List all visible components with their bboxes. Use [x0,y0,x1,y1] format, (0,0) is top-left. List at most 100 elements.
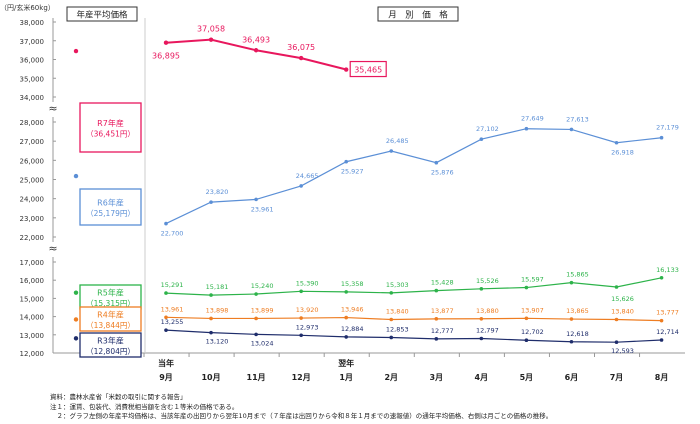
data-point [434,288,439,293]
chart-svg: ≈ ≈ （円/玄米60kg） 38,000 37,000 36,000 35,000 34,0… [0,3,685,382]
data-point [659,135,664,140]
data-point [209,200,213,204]
data-label: 15,240 [251,282,274,290]
data-point [524,126,529,131]
series-line [165,277,662,296]
y-tick-label: 35,000 [20,75,45,83]
right-header-box [377,6,459,22]
data-point [389,291,394,295]
unit-label: （円/玄米60kg） [0,3,55,12]
x-tick-label: 9月 [159,373,173,382]
data-point [164,315,168,320]
data-label: 12,702 [521,328,544,336]
data-point [479,137,484,142]
data-point [659,275,664,280]
data-point [344,290,349,294]
data-label: 12,853 [386,325,409,333]
data-label: 13,920 [296,306,319,314]
data-point [254,316,258,321]
note-source: 資料：農林水産省「米穀の取引に関する報告」 [50,393,187,401]
data-label: 23,820 [206,188,229,196]
data-point [209,293,213,297]
left-header-box [66,6,138,22]
data-point [164,328,168,332]
axis-break-icon: ≈ [48,242,57,255]
left-header: 年産平均価格 [76,10,128,21]
legend-name: R6年産 [97,198,124,208]
data-label: 36,075 [287,43,315,52]
data-label: 13,865 [566,307,589,315]
x-tick-label: 3月 [430,373,444,382]
data-point [253,48,259,53]
legend-name: R5年産 [97,288,124,298]
data-label: 24,665 [296,172,319,180]
data-point [344,67,349,72]
x-tick-label-year: 当年 [158,358,174,368]
x-tick-label: 11月 [247,373,266,382]
data-label: 13,907 [521,306,544,314]
data-point [208,37,214,42]
legend-average: （12,804円） [86,347,135,356]
data-label: 15,597 [521,276,544,284]
data-label: 12,884 [341,325,364,333]
legend-box [79,332,142,358]
data-label: 13,777 [656,309,679,317]
data-point [299,184,303,188]
data-label: 36,493 [242,35,270,44]
data-point [614,340,619,345]
x-tick-label: 2月 [384,373,398,382]
average-dot [73,290,79,295]
data-label: 13,024 [251,339,274,347]
data-label: 12,777 [431,327,454,335]
y-tick-label: 27,000 [20,138,45,146]
legend-name: R7年産 [97,118,124,128]
average-dot [73,336,79,341]
data-point [569,317,574,321]
notes: 資料：農林水産省「米穀の取引に関する報告」 注１：運賃、包装代、消費税相当額を含… [50,393,552,422]
data-point [479,316,484,321]
data-point [344,315,349,320]
data-label: 13,840 [611,308,634,316]
right-header: 月 別 価 格 [388,10,448,21]
legend-name: R4年産 [97,310,124,320]
data-point [298,55,304,61]
data-label: 27,102 [476,125,499,133]
legend-average: （36,451円） [86,130,135,139]
y-tick-label: 28,000 [20,119,45,127]
data-label: 13,898 [206,306,229,314]
data-label: 25,927 [341,168,364,176]
data-point [163,40,169,45]
data-point [344,159,349,164]
data-label: 13,946 [341,306,364,314]
data-point [479,287,484,291]
data-label: 12,797 [476,326,499,334]
data-point [659,318,664,323]
data-label: 37,058 [197,25,225,34]
last-value-box [349,60,387,78]
y-tick-label: 38,000 [20,19,45,27]
data-label: 15,291 [161,281,184,289]
series-line [165,128,662,225]
data-point [344,335,349,339]
data-point [434,317,439,321]
data-label: 15,526 [476,277,499,285]
data-label: 16,133 [656,266,679,274]
data-label: 12,593 [611,347,634,355]
data-point [569,280,574,285]
data-point [434,337,439,341]
data-point [299,289,303,294]
legend-box [79,188,142,226]
average-dot [73,48,79,54]
y-tick-label: 26,000 [20,157,45,165]
y-tick-label: 12,000 [20,350,45,358]
data-point [434,160,439,165]
y-tick-label: 16,000 [20,277,45,285]
y-tick-label: 24,000 [20,196,45,204]
data-point [299,316,303,320]
y-tick-label: 25,000 [20,177,45,185]
data-point [614,285,619,289]
data-label: 15,303 [386,281,409,289]
data-point [164,291,168,295]
data-label: 26,485 [386,137,409,145]
